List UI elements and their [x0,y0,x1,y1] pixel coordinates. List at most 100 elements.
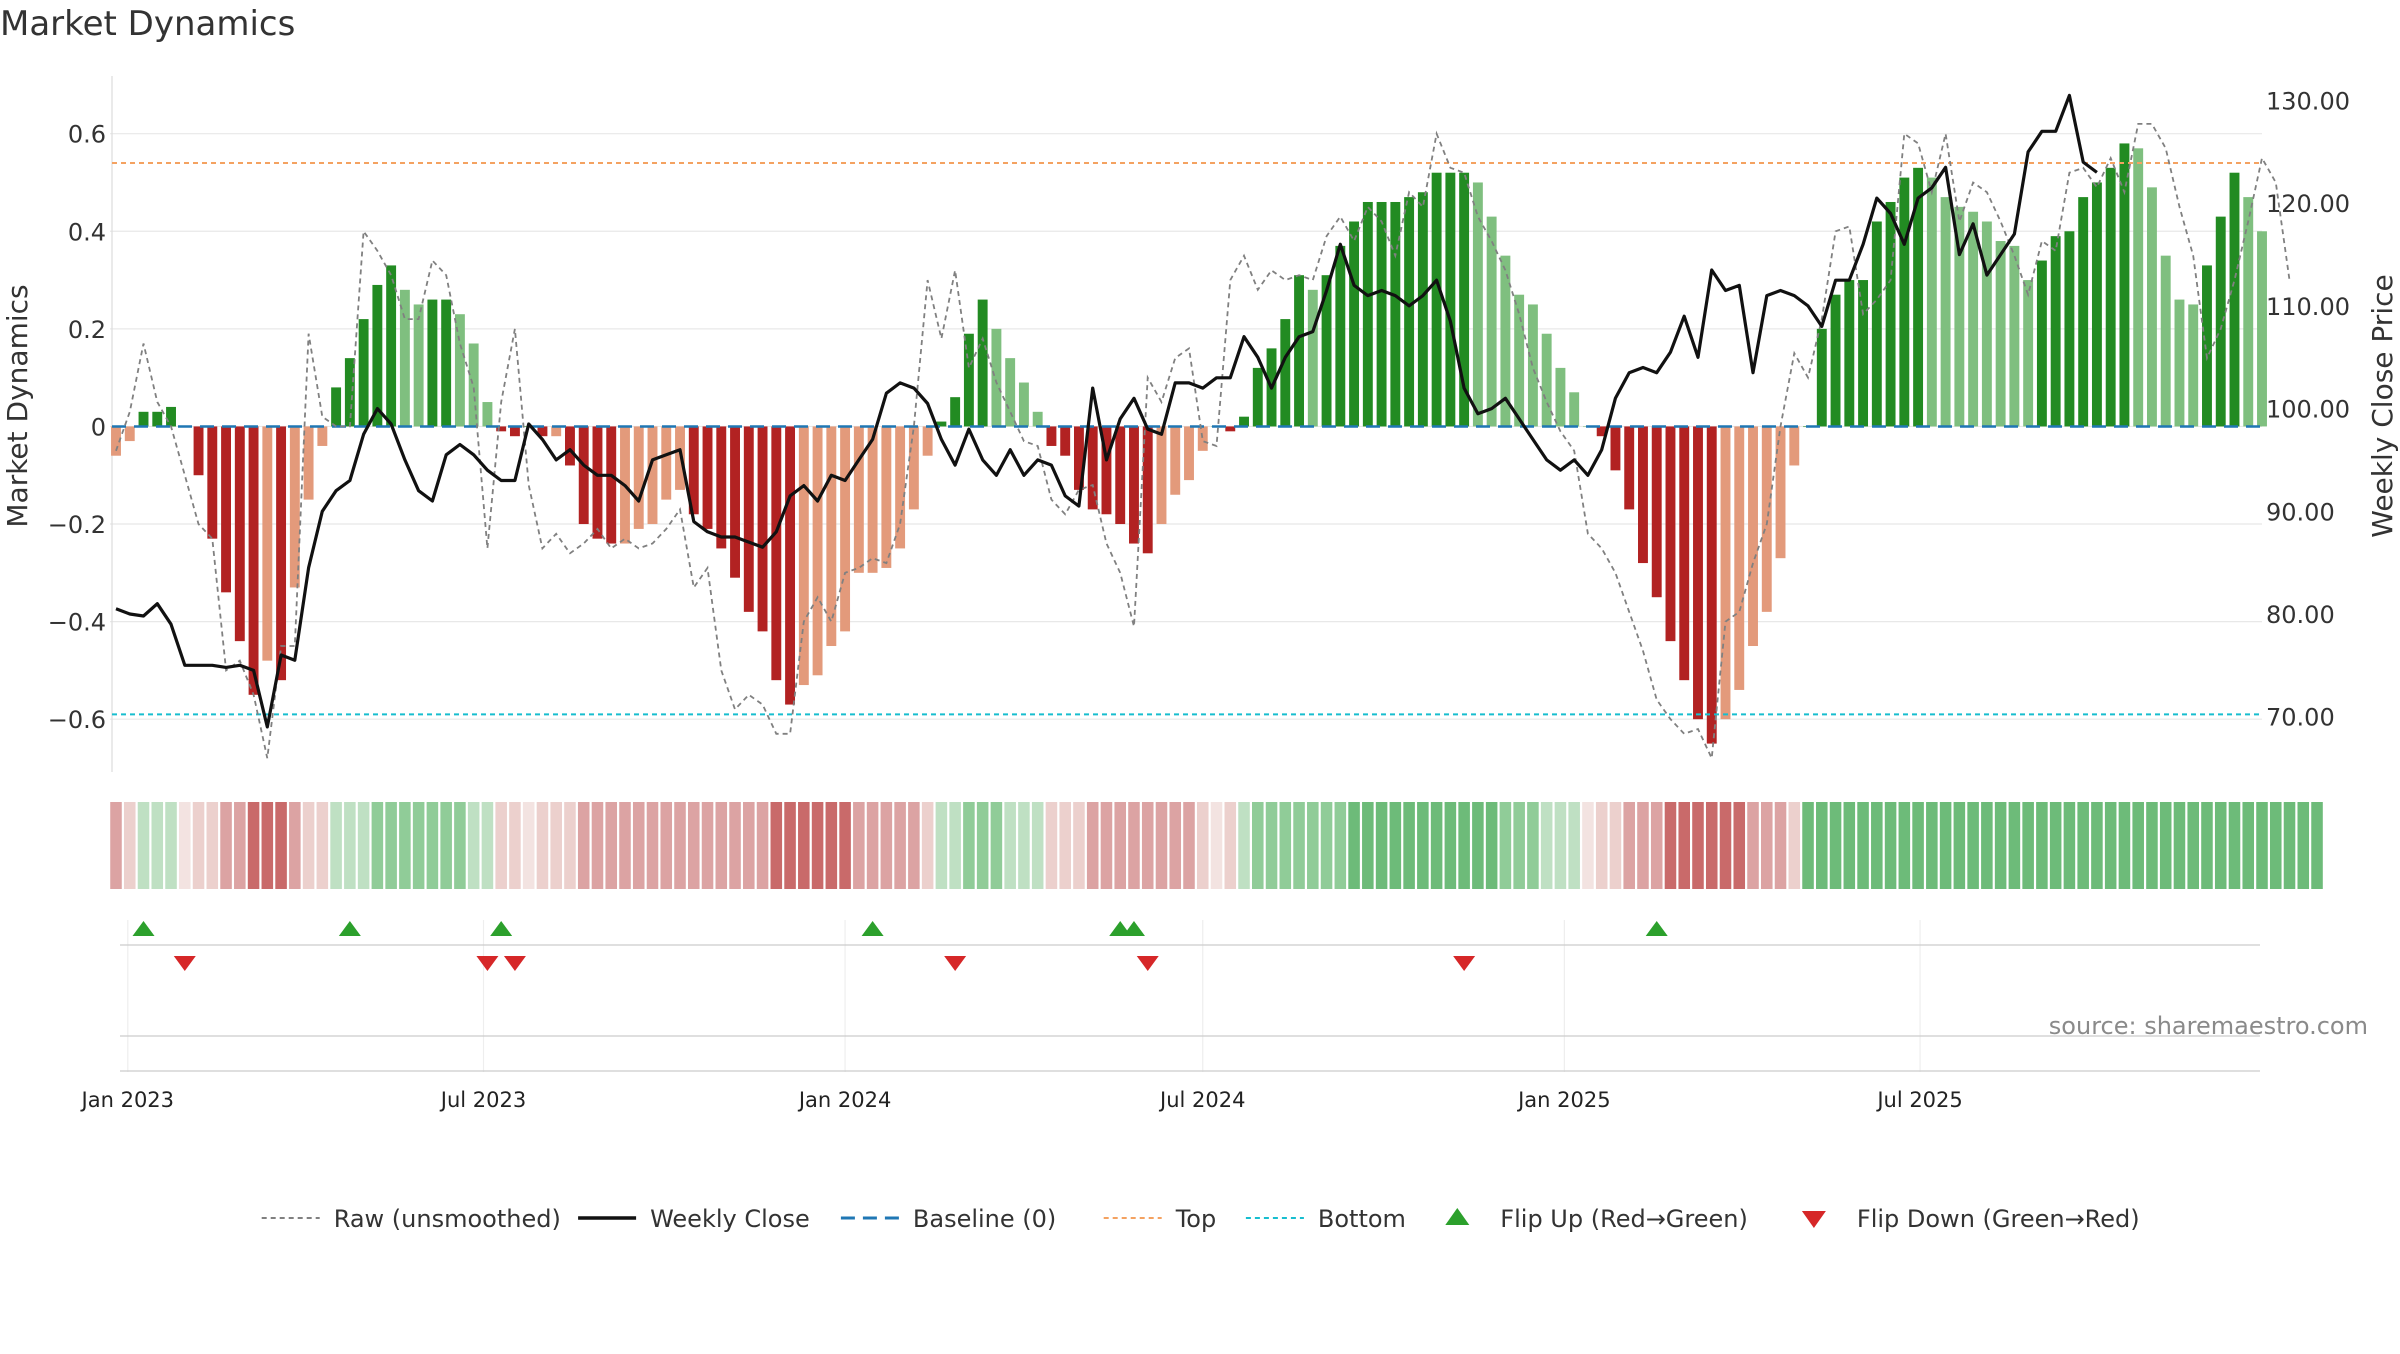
sentiment-cell [591,802,604,889]
md-bar [2257,231,2267,427]
sentiment-cell [1637,802,1649,889]
legend-swatch-flip-up [1445,1208,1470,1225]
md-bar [1527,304,1538,427]
md-bar [1816,328,1827,427]
sentiment-cell [1348,802,1360,889]
md-bar [509,426,520,437]
md-bar [963,333,974,427]
sentiment-cell [1403,802,1415,889]
sentiment-cell [1375,802,1388,889]
sentiment-cell [1760,802,1773,889]
sentiment-cell [1650,802,1663,889]
md-bar [1252,367,1263,427]
sentiment-cell [1045,802,1058,889]
sentiment-cell [1582,802,1594,889]
md-bar [262,426,273,661]
sentiment-cell [646,802,659,889]
right-tick-label: 110.00 [2266,293,2350,321]
md-bar [1720,426,1731,720]
sentiment-cell [2283,802,2296,889]
sentiment-cell [632,802,645,889]
sentiment-cell [2311,802,2323,889]
sentiment-cell [137,802,150,889]
md-bar [1129,426,1139,544]
md-bar [1775,426,1786,559]
sentiment-cell [770,802,783,889]
source-text: source: sharemaestro.com [2049,1012,2368,1040]
x-tick-label: Jan 2024 [797,1088,892,1112]
md-bar [1417,192,1428,427]
sentiment-cell [1926,802,1938,889]
sentiment-cell [1224,802,1237,889]
md-bar [606,426,617,544]
md-bar [1913,167,1924,427]
sentiment-cell [2091,802,2103,889]
md-bar [152,411,163,427]
md-bar [454,314,465,427]
md-bar [2202,265,2212,427]
sentiment-cell [1334,802,1347,889]
md-bar [1541,333,1552,427]
sentiment-cell [1843,802,1856,889]
md-bar [1280,319,1291,427]
md-bar [977,299,988,427]
md-bar [1321,275,1332,427]
sentiment-cell [1829,802,1842,889]
sentiment-cell [2173,802,2186,889]
md-bar [1995,241,2006,427]
md-bar [1596,426,1607,437]
md-bar [2078,197,2089,427]
md-bar [1514,294,1525,427]
sentiment-cell [1362,802,1374,889]
md-bar [730,426,740,578]
sentiment-cell [2201,802,2213,889]
sentiment-cell [660,802,673,889]
sentiment-cell [1417,802,1429,889]
md-bar [1638,426,1648,564]
sentiment-cell [179,802,191,889]
sentiment-cell [2146,802,2158,889]
sentiment-cell [866,802,879,889]
sentiment-cell [1953,802,1966,889]
md-bar [1115,426,1126,525]
sentiment-cell [2297,802,2310,889]
sentiment-cell [1293,802,1305,889]
sentiment-cell [509,802,521,889]
md-bar [1431,172,1442,427]
flip-down-marker [1136,956,1159,971]
md-bar [1734,426,1745,690]
md-bar [193,426,204,476]
md-bar [2133,148,2144,427]
md-bar [1926,177,1937,427]
legend-label: Weekly Close [650,1205,810,1233]
sentiment-cell [344,802,356,889]
md-bar [1858,280,1869,427]
sentiment-cell [234,802,246,889]
md-bar [386,265,397,427]
sentiment-cell [1320,802,1333,889]
sentiment-cell [123,802,136,889]
md-bar [647,426,658,525]
md-bar [221,426,232,593]
sentiment-cell [976,802,989,889]
x-tick-label: Jul 2023 [439,1088,526,1112]
md-bar [482,402,493,427]
md-bar [1225,426,1236,432]
sentiment-cell [1141,802,1154,889]
raw-series-line [115,123,2291,762]
x-tick-label: Jul 2025 [1875,1088,1962,1112]
md-bar [2064,231,2075,427]
sentiment-cell [165,802,177,889]
sentiment-cell [825,802,838,889]
md-bar [276,426,287,681]
md-bar [1651,426,1662,598]
sentiment-cell [605,802,618,889]
md-bar [1005,358,1016,427]
sentiment-cell [1169,802,1182,889]
sentiment-cell [2022,802,2034,889]
weekly-close-line [115,93,2098,729]
sentiment-cell [687,802,700,889]
left-tick-label: 0.2 [68,316,106,344]
right-tick-label: 90.00 [2266,498,2335,526]
md-bar [248,426,259,695]
